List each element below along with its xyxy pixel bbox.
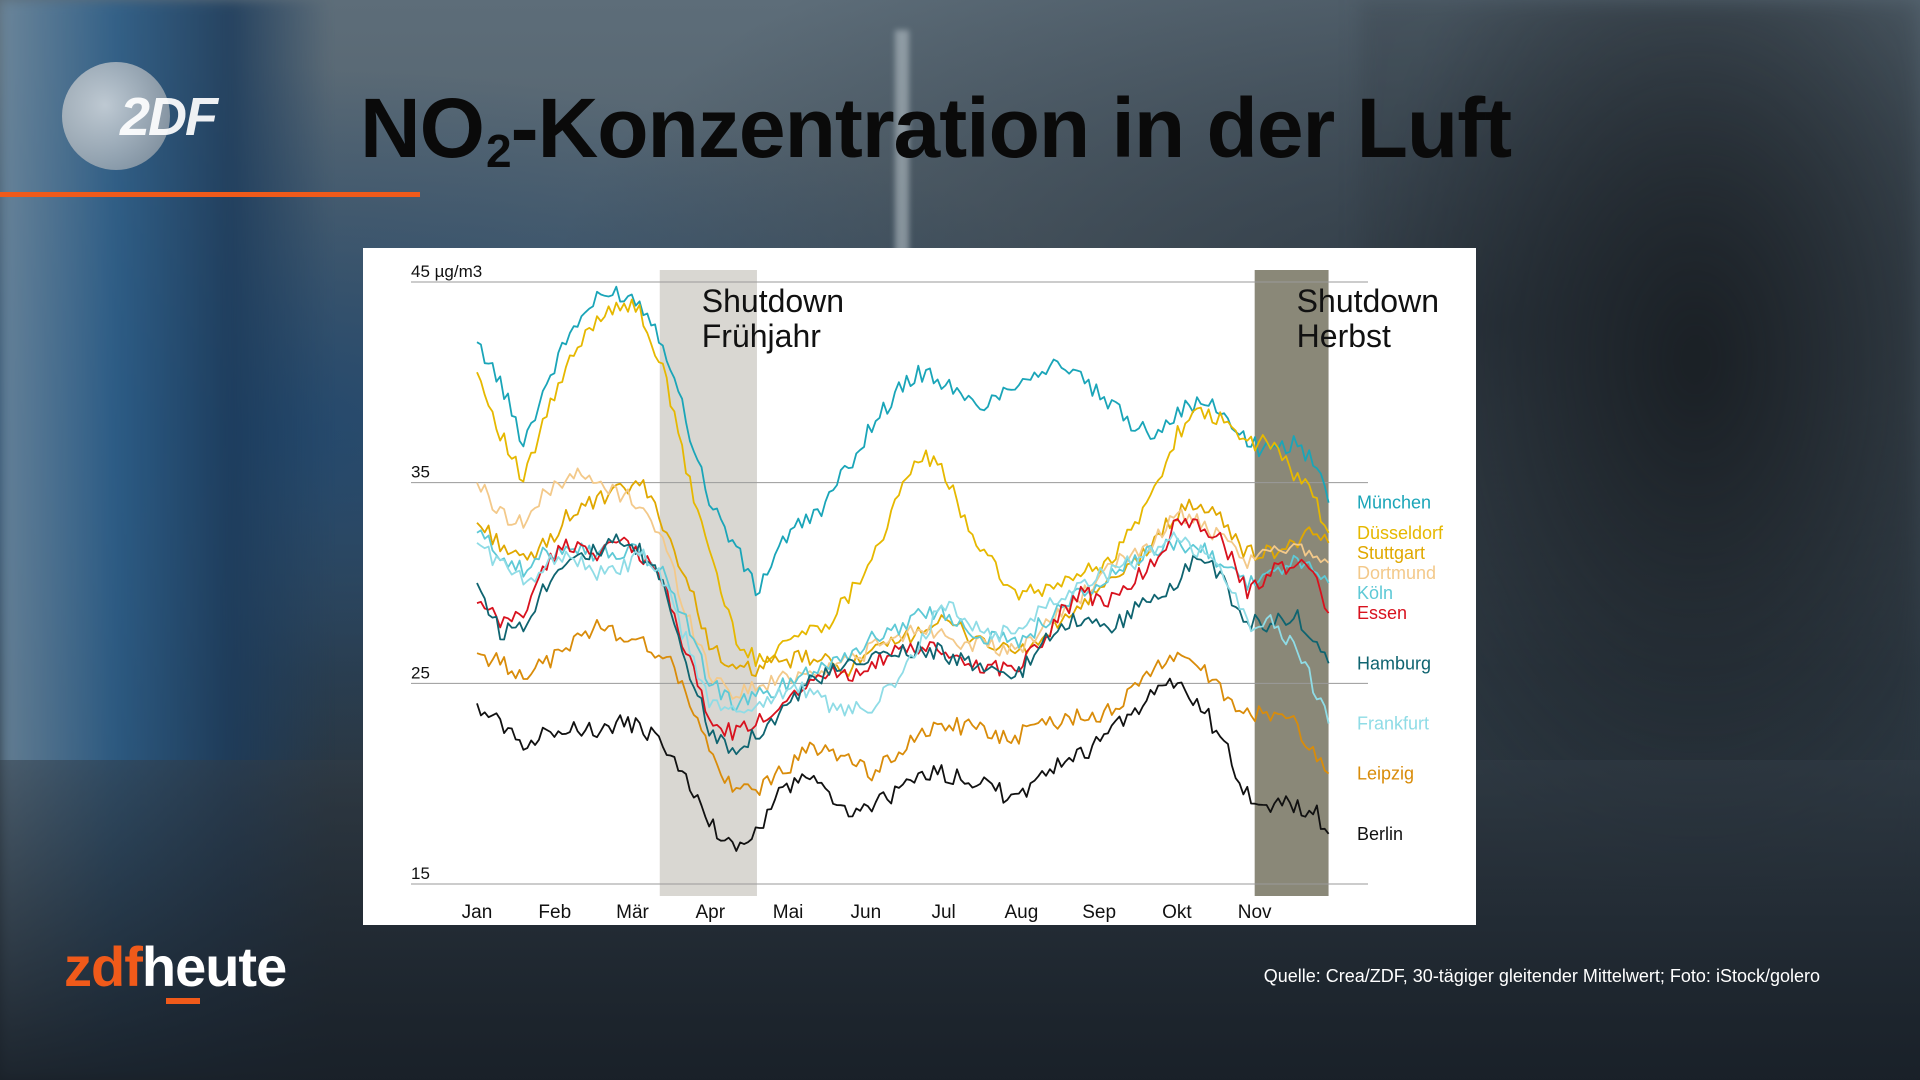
x-tick-label-8: Sep bbox=[1082, 902, 1116, 923]
series-label-köln: Köln bbox=[1357, 583, 1393, 603]
title-no: NO bbox=[360, 81, 485, 175]
page-title: NO2-Konzentration in der Luft bbox=[360, 80, 1513, 178]
y-tick-label-0: 45 µg/m3 bbox=[411, 262, 482, 281]
zdf-logo: 2DF bbox=[62, 62, 218, 170]
series-label-frankfurt: Frankfurt bbox=[1357, 713, 1429, 733]
y-tick-label-1: 35 bbox=[411, 463, 430, 482]
title-rest: -Konzentration in der Luft bbox=[510, 81, 1513, 175]
series-line-stuttgart bbox=[476, 479, 1330, 677]
y-tick-label-3: 15 bbox=[411, 864, 430, 883]
series-line-münchen bbox=[476, 285, 1330, 597]
shutdown-label-line1-0: Shutdown bbox=[702, 283, 844, 319]
shutdown-band-0 bbox=[659, 270, 757, 896]
shutdown-label-line2-1: Herbst bbox=[1297, 318, 1391, 354]
series-line-berlin bbox=[476, 677, 1330, 852]
title-subscript: 2 bbox=[486, 125, 512, 177]
series-label-düsseldorf: Düsseldorf bbox=[1357, 523, 1444, 543]
background-tower bbox=[895, 30, 909, 280]
series-label-berlin: Berlin bbox=[1357, 824, 1403, 844]
shutdown-label-line1-1: Shutdown bbox=[1297, 283, 1439, 319]
brand-underline bbox=[166, 998, 200, 1004]
chart-panel: Shutdown Frühjahr Shutdown Herbst 45 µg/m3 35… bbox=[363, 248, 1476, 925]
series-label-hamburg: Hamburg bbox=[1357, 653, 1431, 673]
y-tick-label-2: 25 bbox=[411, 663, 430, 682]
grid-layer bbox=[411, 281, 1368, 885]
x-tick-label-3: Apr bbox=[696, 902, 726, 923]
series-line-leipzig bbox=[476, 619, 1330, 796]
zdf-logo-text: 2DF bbox=[120, 87, 218, 147]
x-tick-label-6: Jul bbox=[931, 902, 955, 923]
x-tick-label-0: Jan bbox=[462, 902, 493, 923]
brand-heute: heute bbox=[141, 935, 287, 998]
x-tick-label-1: Feb bbox=[538, 902, 571, 923]
zdfheute-brand: zdfheute bbox=[64, 934, 287, 999]
shading-layer bbox=[659, 270, 1329, 896]
series-line-düsseldorf bbox=[476, 298, 1330, 667]
x-tick-label-7: Aug bbox=[1004, 902, 1038, 923]
title-accent-line bbox=[0, 192, 420, 197]
x-tick-label-5: Jun bbox=[851, 902, 882, 923]
series-label-essen: Essen bbox=[1357, 603, 1407, 623]
series-layer bbox=[476, 285, 1330, 852]
series-label-münchen: München bbox=[1357, 493, 1431, 513]
series-label-stuttgart: Stuttgart bbox=[1357, 543, 1425, 563]
series-line-köln bbox=[476, 529, 1330, 711]
brand-zdf: zdf bbox=[64, 935, 143, 998]
x-tick-label-9: Okt bbox=[1162, 902, 1192, 923]
series-line-frankfurt bbox=[476, 531, 1330, 724]
series-label-leipzig: Leipzig bbox=[1357, 764, 1414, 784]
x-tick-label-4: Mai bbox=[773, 902, 804, 923]
shutdown-label-line2-0: Frühjahr bbox=[702, 318, 822, 354]
x-tick-label-2: Mär bbox=[616, 902, 649, 923]
source-credit: Quelle: Crea/ZDF, 30-tägiger gleitender … bbox=[1263, 966, 1820, 986]
x-tick-label-10: Nov bbox=[1238, 902, 1272, 923]
series-label-dortmund: Dortmund bbox=[1357, 563, 1436, 583]
series-line-hamburg bbox=[476, 533, 1330, 756]
shutdown-band-1 bbox=[1254, 270, 1329, 896]
